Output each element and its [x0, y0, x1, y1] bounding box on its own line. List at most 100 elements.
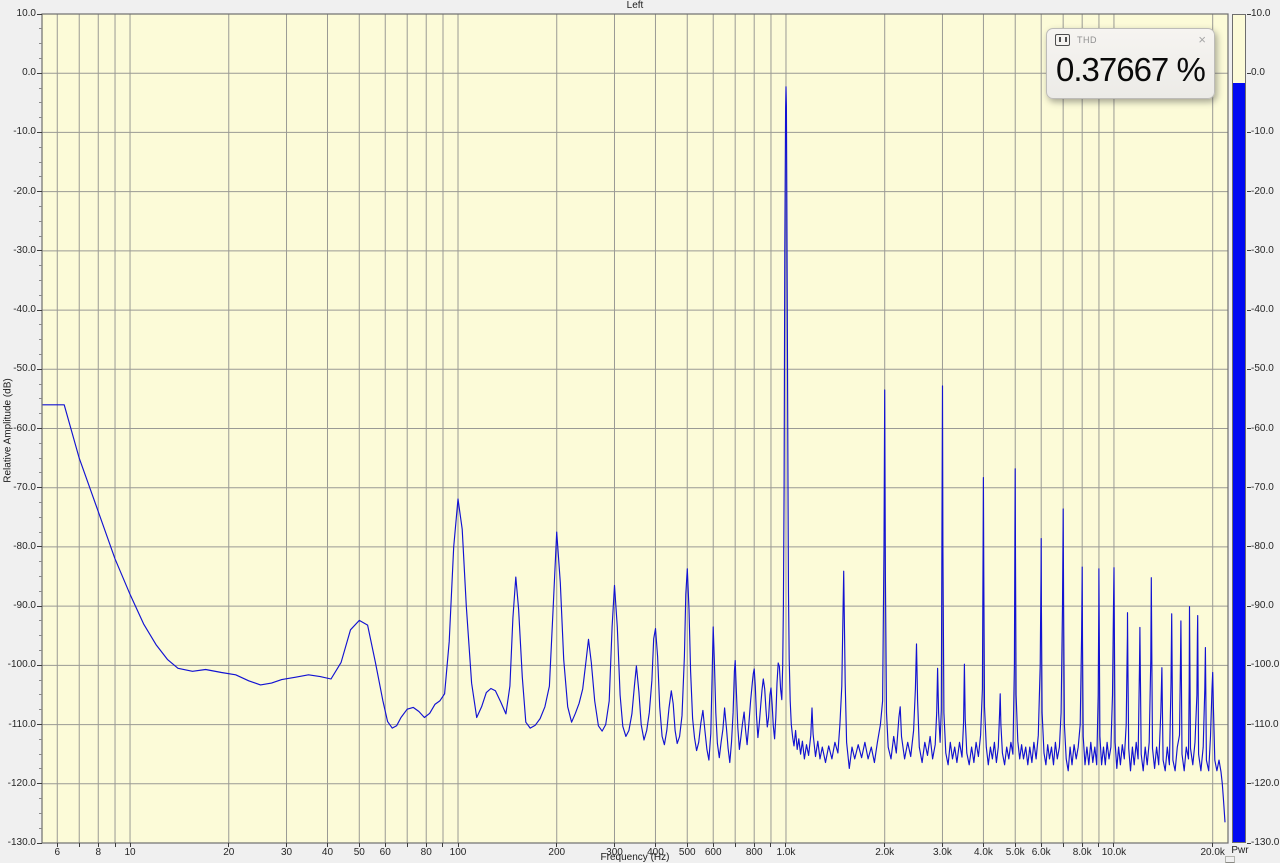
y-axis-minor-tick: [39, 768, 42, 770]
y-axis-tick: [37, 546, 42, 548]
y-axis-tick: [37, 72, 42, 74]
y-axis-minor-tick: [39, 353, 42, 355]
y-axis-tick-label-right: -20.0: [1251, 185, 1274, 197]
power-meter: [1232, 14, 1246, 843]
y-axis-tick-label-right: -30.0: [1251, 244, 1274, 256]
y-axis-minor-tick: [39, 28, 42, 30]
y-axis-tick: [37, 13, 42, 15]
y-axis-minor-tick: [39, 798, 42, 800]
x-axis-tick-label: 50: [353, 847, 365, 858]
x-axis-tick: [785, 843, 787, 847]
y-axis-tick-label-right: -90.0: [1251, 600, 1274, 612]
x-axis-tick-label: 8: [95, 847, 102, 858]
y-axis-tick-label: -10.0: [13, 126, 36, 138]
y-axis-tick-right: [1247, 309, 1251, 311]
x-axis-tick-label: 400: [647, 847, 664, 858]
close-icon[interactable]: ×: [1198, 32, 1206, 47]
y-axis-minor-tick: [39, 531, 42, 533]
y-axis-minor-tick: [39, 812, 42, 814]
y-axis-tick-right: [1247, 664, 1251, 666]
y-axis-tick: [37, 191, 42, 193]
x-axis-tick-label: 60: [379, 847, 391, 858]
y-axis-minor-tick: [39, 205, 42, 207]
y-axis-minor-tick: [39, 146, 42, 148]
y-axis-tick-label-right: -10.0: [1251, 126, 1274, 138]
y-axis-tick-label: -120.0: [7, 777, 36, 789]
y-axis-minor-tick: [39, 87, 42, 89]
thd-panel[interactable]: THD × 0.37667 %: [1046, 28, 1215, 99]
x-axis-tick-label: 40: [321, 847, 334, 858]
x-axis-tick: [78, 843, 80, 847]
x-axis-tick-label: 6: [54, 847, 61, 858]
y-axis-tick-label-right: 10.0: [1251, 8, 1271, 19]
x-axis-tick: [129, 843, 131, 847]
y-axis-minor-tick: [39, 161, 42, 163]
y-axis-tick: [37, 368, 42, 370]
y-axis-minor-tick: [39, 176, 42, 178]
x-axis-tick-label: 20: [223, 847, 235, 858]
y-axis-minor-tick: [39, 57, 42, 59]
y-axis-tick-label: 10.0: [16, 8, 36, 19]
y-axis-tick: [37, 131, 42, 133]
x-axis-tick: [1081, 843, 1083, 847]
x-axis-tick: [228, 843, 230, 847]
x-axis-tick-label: 20.0k: [1200, 847, 1225, 858]
y-axis-minor-tick: [39, 383, 42, 385]
x-axis-tick-label: 10.0k: [1101, 847, 1127, 858]
y-axis-tick-right: [1247, 428, 1251, 429]
y-axis-tick-label-right: -70.0: [1251, 481, 1274, 493]
x-axis-tick-label: 500: [678, 847, 696, 858]
y-axis-tick-label-right: -40.0: [1251, 304, 1274, 316]
y-axis-tick-label: -130.0: [7, 837, 36, 848]
x-axis-tick: [114, 843, 116, 847]
y-axis-minor-tick: [39, 502, 42, 504]
meter-window-icon: [1055, 34, 1070, 46]
y-axis-tick-label-right: -100.0: [1251, 659, 1280, 671]
x-axis-tick-label: 3.0k: [933, 847, 952, 858]
y-axis-tick-label: -60.0: [13, 422, 36, 434]
y-axis-tick-label-right: -50.0: [1251, 363, 1274, 375]
y-axis-tick-right: [1247, 487, 1251, 489]
y-axis-tick-label: -90.0: [13, 600, 36, 612]
x-axis-tick: [734, 843, 736, 847]
thd-panel-header: THD ×: [1055, 32, 1206, 48]
x-axis-tick: [1212, 843, 1214, 847]
y-axis-tick-label: -30.0: [13, 244, 36, 256]
y-axis-tick-label-right: -80.0: [1251, 540, 1274, 552]
y-axis-minor-tick: [39, 472, 42, 474]
thd-panel-title: THD: [1077, 35, 1097, 45]
y-axis-minor-tick: [39, 235, 42, 237]
y-axis-tick: [37, 487, 42, 489]
y-axis-tick: [37, 250, 42, 252]
x-axis-tick-label: 4.0k: [973, 847, 993, 858]
x-axis-tick: [753, 843, 755, 847]
x-axis-tick-label: 2.0k: [875, 847, 895, 858]
y-axis-minor-tick: [39, 413, 42, 415]
y-axis-minor-tick: [39, 265, 42, 267]
y-axis-minor-tick: [39, 561, 42, 563]
x-axis-tick-label: 800: [745, 847, 763, 858]
y-axis-tick-label: -70.0: [13, 481, 36, 493]
x-axis-tick: [654, 843, 656, 847]
x-axis-tick: [556, 843, 558, 847]
x-axis-tick: [1062, 843, 1064, 847]
y-axis-minor-tick: [39, 650, 42, 652]
y-axis-minor-tick: [39, 43, 42, 45]
y-axis-minor-tick: [39, 516, 42, 518]
y-axis-minor-tick: [39, 398, 42, 400]
x-axis-tick: [770, 843, 772, 847]
x-axis-tick: [1014, 843, 1016, 847]
x-axis-tick: [712, 843, 714, 847]
y-axis-tick-label-right: -110.0: [1251, 718, 1279, 730]
x-axis-tick: [1113, 843, 1115, 847]
y-axis-tick-right: [1247, 250, 1251, 252]
x-axis-tick-label: 80: [420, 847, 432, 858]
x-axis-tick: [358, 843, 360, 847]
y-axis-tick-right: [1247, 13, 1251, 15]
x-axis-tick: [884, 843, 886, 847]
x-axis-tick: [286, 843, 288, 847]
x-axis-tick: [1098, 843, 1100, 847]
x-axis-tick: [97, 843, 99, 847]
y-axis-minor-tick: [39, 694, 42, 696]
